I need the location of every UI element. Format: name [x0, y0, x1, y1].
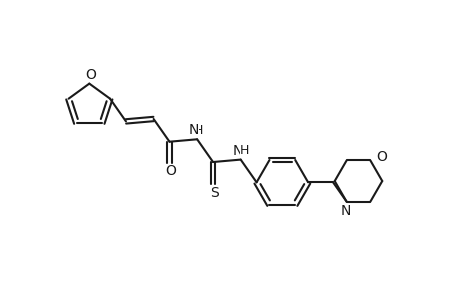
Text: N: N — [232, 144, 242, 158]
Text: O: O — [84, 68, 95, 82]
Text: N: N — [340, 204, 350, 218]
Text: H: H — [193, 124, 202, 137]
Text: O: O — [375, 151, 386, 164]
Text: O: O — [165, 164, 175, 178]
Text: H: H — [240, 144, 249, 157]
Text: S: S — [209, 186, 218, 200]
Text: N: N — [189, 123, 199, 137]
